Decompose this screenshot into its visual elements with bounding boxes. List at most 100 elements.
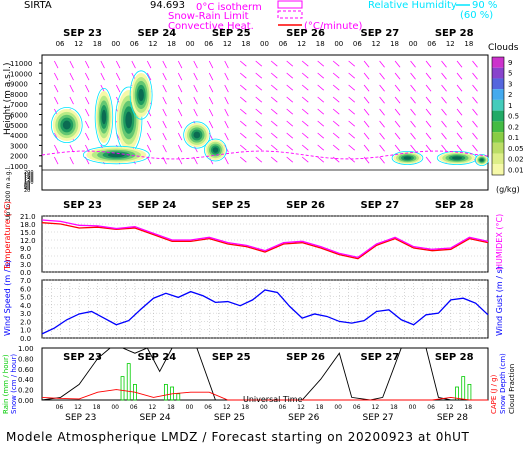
wind-arrow (177, 96, 183, 105)
wind-panel-frame (41, 279, 489, 339)
colorbar-segment (492, 142, 504, 154)
wind-arrow (100, 72, 105, 81)
wind-arrow (332, 72, 340, 79)
wind-arrow (363, 132, 370, 140)
precip-hour-tick: 12 (372, 404, 380, 411)
cloud-blob (193, 131, 201, 139)
hour-tick-label: 18 (167, 40, 176, 48)
rh-contour (82, 145, 150, 165)
precip-day-label: SEP 24 (138, 352, 177, 363)
wind-arrow (146, 156, 152, 165)
wind-arrow (54, 156, 59, 165)
wind-arrow (317, 72, 325, 79)
precip-hour-tick: 00 (334, 404, 342, 411)
wind-arrow (177, 84, 183, 93)
wind-arrow (472, 132, 478, 140)
wind-arrow (425, 156, 432, 164)
colorbar-segment (492, 99, 504, 111)
wind-arrow (425, 96, 432, 104)
wind-arrow (69, 156, 74, 165)
wind-arrow (162, 72, 167, 81)
wind-ylabel-right: Wind Gust (m / s) (495, 266, 504, 336)
wind-arrow (425, 84, 432, 92)
wind-tick-label: 7.0 (20, 277, 31, 285)
rh-contour (94, 88, 114, 147)
temp-tick-label: 21.0 (20, 213, 36, 221)
wind-arrow (54, 60, 59, 69)
precip-day-label: SEP 25 (212, 352, 251, 363)
precip-hour-tick: 12 (223, 404, 231, 411)
legend-convective-unit: (°C/minute) (304, 21, 363, 32)
colorbar-tick-label: 0.5 (508, 113, 519, 121)
wind-arrow (100, 60, 105, 69)
wind-arrow (208, 120, 214, 129)
cloud-blob (125, 111, 133, 129)
wind-arrow (379, 72, 385, 80)
rain-bar (120, 376, 125, 401)
precip-ylabel-snow: Snow (cm / hour) (10, 354, 18, 414)
wind-tick-label: 2.0 (20, 318, 31, 326)
precip-hour-tick: 06 (130, 404, 138, 411)
wind-arrow (394, 96, 401, 104)
wind-arrow (317, 108, 325, 115)
temp-tick-label: 12.0 (20, 237, 36, 245)
wind-arrow (208, 72, 214, 81)
wind-arrow (472, 84, 478, 92)
wind-tick-label: 3.0 (20, 310, 31, 318)
legend-rh-60: (60 %) (460, 10, 493, 21)
low-height-tick-label: 160 (24, 174, 34, 180)
colorbar-title: Clouds (488, 43, 519, 53)
wind-arrow (162, 108, 167, 117)
wind-arrow (363, 96, 370, 104)
precip-hour-tick: 12 (297, 404, 305, 411)
legend-snow-rain-label: Snow-Rain Limit (168, 11, 249, 22)
hour-tick-label: 06 (353, 40, 362, 48)
legend-rh-label: Relative Humidity (368, 0, 457, 11)
temp-tick-label: 9.0 (20, 245, 31, 253)
wind-arrow (348, 132, 356, 139)
wind-arrow (255, 120, 263, 127)
colorbar-unit: (g/kg) (496, 185, 520, 194)
day-label: SEP 24 (138, 200, 177, 211)
hour-tick-label: 06 (427, 40, 436, 48)
hour-tick-label: 06 (204, 40, 213, 48)
rh-contour (204, 138, 227, 162)
cloud-blob (107, 152, 125, 158)
wind-arrow (193, 60, 198, 69)
wind-arrow (286, 132, 294, 139)
wind-arrow (255, 108, 263, 115)
wind-arrow (425, 108, 432, 116)
wind-arrow (410, 84, 416, 92)
colorbar-segment (492, 78, 504, 90)
wind-arrow (394, 72, 401, 80)
wind-arrow (332, 108, 340, 115)
wind-arrow (332, 60, 340, 67)
hour-tick-label: 18 (93, 40, 102, 48)
wind-arrow (363, 144, 370, 152)
wind-arrow (394, 84, 401, 92)
wind-arrow (425, 132, 432, 140)
wind-arrow (255, 132, 263, 139)
wind-arrow (69, 144, 74, 153)
wind-arrow (301, 84, 309, 91)
wind-arrow (363, 60, 370, 68)
wind-arrow (239, 96, 247, 103)
colorbar-tick-label: 2 (508, 91, 512, 99)
wind-arrow (270, 132, 278, 139)
precip-ylabel-snowdepth: Snow Depth (cm) (499, 353, 507, 414)
wind-arrow (441, 60, 447, 68)
rh-contour (391, 150, 424, 165)
wind-arrow (441, 132, 447, 140)
wind-arrow (69, 72, 74, 81)
x-axis-title: Universal Time (243, 395, 303, 404)
wind-arrow (456, 108, 463, 116)
day-label: SEP 28 (435, 200, 474, 211)
wind-arrow (54, 96, 59, 105)
wind-arrow (410, 120, 416, 128)
wind-arrow (177, 132, 183, 141)
wind-arrow (146, 132, 152, 141)
wind-arrow (146, 144, 152, 153)
wind-arrow (239, 120, 247, 127)
wind-arrow (472, 72, 478, 80)
low-height-tick-label: 200 (24, 170, 34, 176)
